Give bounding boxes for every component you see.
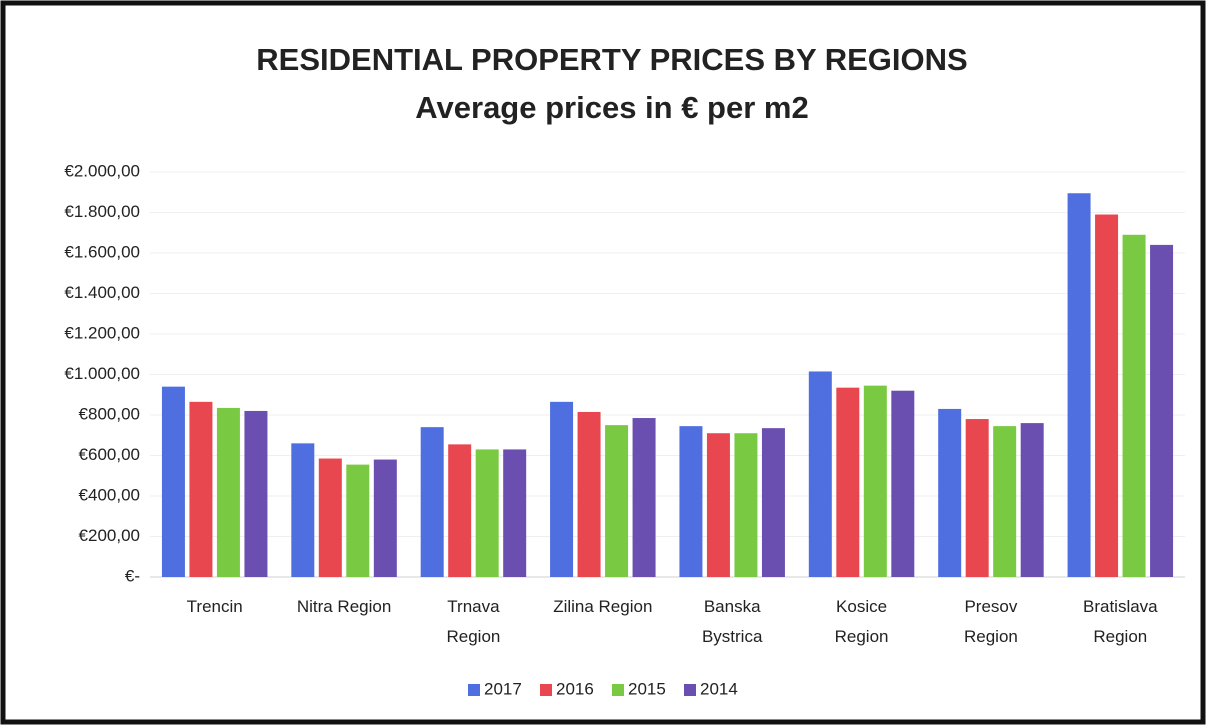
bar xyxy=(448,444,472,577)
legend-swatch xyxy=(612,684,624,696)
y-tick-label: €400,00 xyxy=(79,485,140,504)
x-tick-label: Presov Region xyxy=(964,597,1018,646)
x-tick-label: Bratislava Region xyxy=(1082,597,1158,646)
legend-swatch xyxy=(540,684,552,696)
bar xyxy=(836,387,860,577)
bar xyxy=(632,418,656,577)
bar xyxy=(993,426,1017,577)
chart-subtitle: Average prices in € per m2 xyxy=(415,90,808,125)
x-tick-label: Kosice Region xyxy=(834,597,889,646)
legend-swatch xyxy=(468,684,480,696)
bar xyxy=(1067,193,1091,577)
bar xyxy=(318,458,342,577)
y-tick-label: €1.000,00 xyxy=(64,364,140,383)
bar xyxy=(577,411,601,577)
y-tick-label: €- xyxy=(125,566,140,585)
bar xyxy=(1122,234,1146,577)
bar xyxy=(761,428,785,577)
chart-title: RESIDENTIAL PROPERTY PRICES BY REGIONS xyxy=(256,42,967,77)
bar xyxy=(1020,423,1044,577)
bar xyxy=(706,433,730,577)
bar xyxy=(216,407,240,577)
bar xyxy=(679,426,703,577)
x-tick-label: Trencin xyxy=(186,597,243,616)
y-tick-label: €1.600,00 xyxy=(64,242,140,261)
bar xyxy=(550,401,574,577)
bar xyxy=(373,459,397,577)
bar xyxy=(161,386,185,577)
y-tick-label: €2.000,00 xyxy=(64,161,140,180)
legend-label: 2014 xyxy=(700,679,738,698)
bar xyxy=(291,443,315,577)
y-tick-label: €200,00 xyxy=(79,526,140,545)
bar xyxy=(189,401,213,577)
legend-label: 2017 xyxy=(484,679,522,698)
y-tick-label: €600,00 xyxy=(79,445,140,464)
x-tick-label: Nitra Region xyxy=(296,597,392,616)
bar xyxy=(1150,244,1174,577)
bar xyxy=(244,410,268,577)
bar xyxy=(891,390,915,577)
y-tick-label: €1.200,00 xyxy=(64,323,140,342)
bar xyxy=(503,449,527,577)
x-tick-label: Zilina Region xyxy=(553,597,653,616)
bar xyxy=(734,433,758,577)
bar xyxy=(475,449,499,577)
y-tick-label: €1.400,00 xyxy=(64,283,140,302)
bar xyxy=(420,427,444,577)
legend-label: 2015 xyxy=(628,679,666,698)
y-tick-label: €800,00 xyxy=(79,404,140,423)
bar xyxy=(346,464,370,577)
bar xyxy=(1095,214,1119,577)
bar xyxy=(938,408,962,577)
bar xyxy=(808,371,832,577)
y-tick-label: €1.800,00 xyxy=(64,202,140,221)
bar xyxy=(863,385,887,577)
legend-label: 2016 xyxy=(556,679,594,698)
bar xyxy=(605,425,629,577)
bar xyxy=(965,419,989,577)
x-tick-label: Trnava Region xyxy=(446,597,501,646)
legend-swatch xyxy=(684,684,696,696)
x-tick-label: Banska Bystrica xyxy=(701,597,763,646)
